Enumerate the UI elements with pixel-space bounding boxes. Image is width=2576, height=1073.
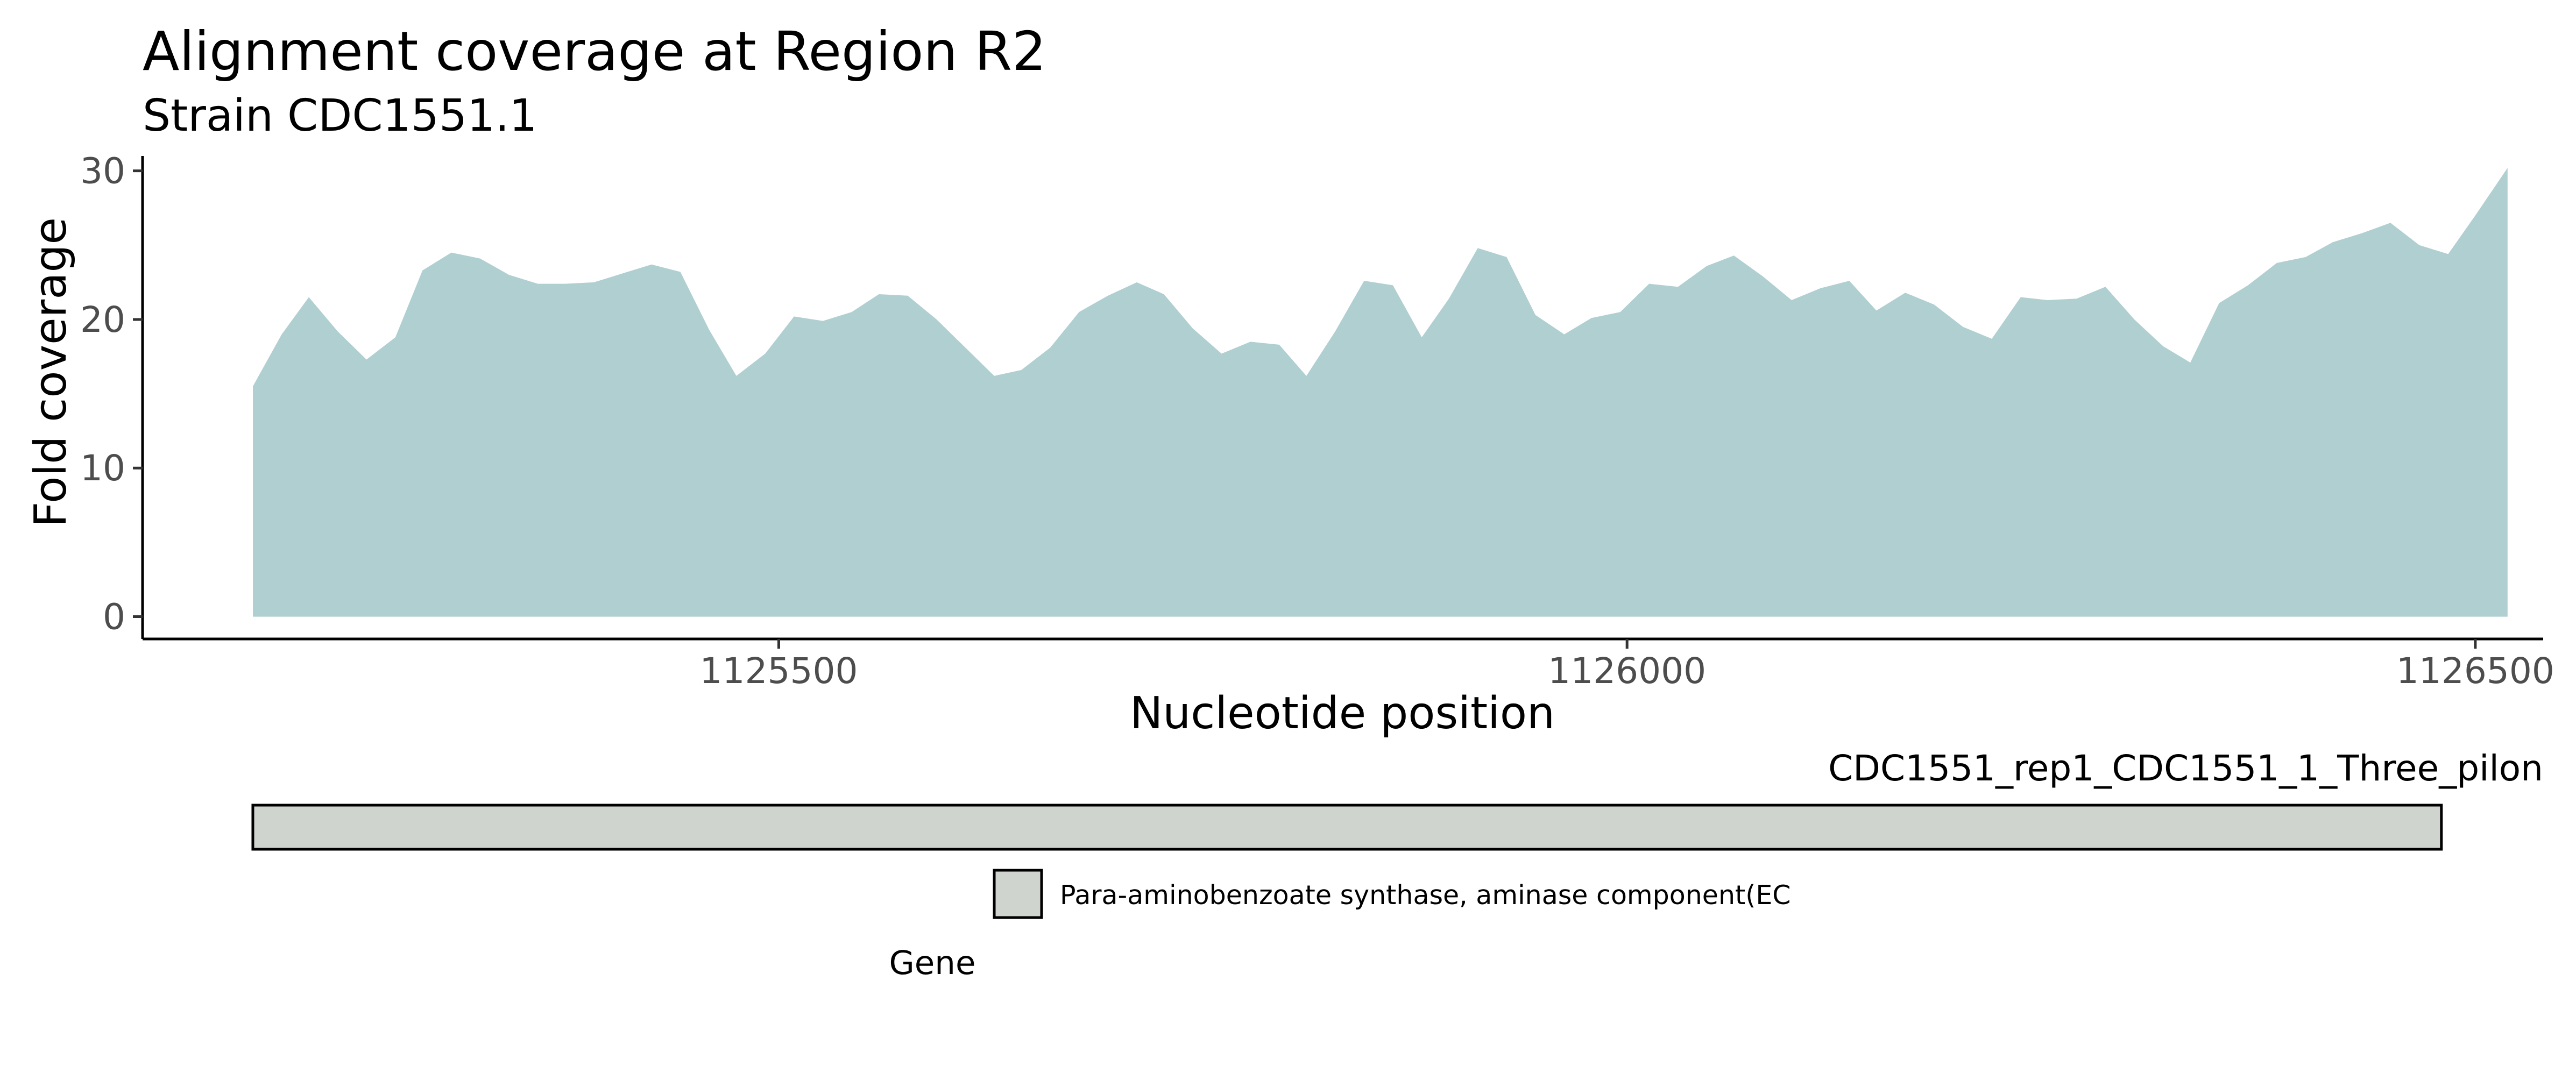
x-tick-label: 1126500 <box>2396 650 2554 692</box>
plot-area: 0 10 20 30 1125500 1126000 1126500 <box>80 151 2554 692</box>
chart-title: Alignment coverage at Region R2 <box>143 20 1046 83</box>
contig-bar <box>251 804 2443 851</box>
y-tick-label: 20 <box>80 299 125 340</box>
coverage-area <box>253 168 2508 617</box>
gene-legend-title: Gene <box>889 944 976 982</box>
gene-legend-label: Para-aminobenzoate synthase, aminase com… <box>1060 880 1791 911</box>
contig-track-label: CDC1551_rep1_CDC1551_1_Three_pilon <box>1828 748 2543 789</box>
y-tick-label: 10 <box>80 447 125 489</box>
y-tick-label: 0 <box>103 596 125 638</box>
x-tick-label: 1126000 <box>1548 650 1706 692</box>
chart-subtitle: Strain CDC1551.1 <box>143 90 537 141</box>
x-tick-label: 1125500 <box>700 650 858 692</box>
gene-legend-swatch <box>993 869 1043 919</box>
y-tick-label: 30 <box>80 151 125 192</box>
x-axis-title: Nucleotide position <box>1130 688 1555 739</box>
y-axis-title: Fold coverage <box>25 217 76 527</box>
